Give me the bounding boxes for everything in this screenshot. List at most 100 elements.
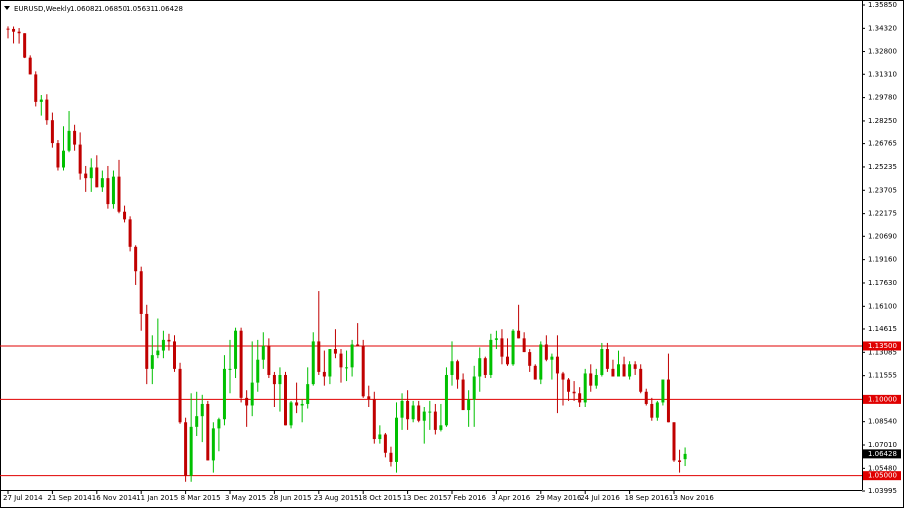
- candle-body: [578, 393, 582, 403]
- candle-body: [239, 330, 243, 398]
- candle-body: [339, 353, 343, 368]
- candle-body: [522, 338, 526, 353]
- candle-body: [184, 422, 188, 476]
- y-tick-label: 1.25235: [868, 163, 897, 171]
- y-tick-label: 1.19160: [868, 256, 897, 264]
- candle-body: [261, 345, 265, 360]
- candle-body: [478, 358, 482, 377]
- candle-body: [605, 349, 609, 369]
- candle-body: [472, 376, 476, 400]
- last-price-tag-label: 1.06428: [868, 450, 897, 458]
- quote-open: 1.06082: [70, 5, 99, 13]
- x-tick-label: 23 Aug 2015: [314, 494, 359, 502]
- y-tick-label: 1.34320: [868, 24, 897, 32]
- candle-body: [639, 368, 643, 392]
- candle-body: [528, 352, 532, 366]
- y-tick-label: 1.03995: [868, 487, 897, 495]
- candle-body: [617, 364, 620, 377]
- candle-body: [517, 330, 521, 339]
- x-tick-label: 11 Jan 2015: [136, 494, 178, 502]
- candle-body: [34, 74, 38, 102]
- candle-body: [655, 402, 659, 418]
- candle-body: [356, 344, 360, 346]
- x-tick-label: 28 Jun 2015: [269, 494, 311, 502]
- candle-body: [539, 344, 543, 380]
- level-tag-label: 1.05000: [868, 472, 897, 480]
- candle-body: [62, 150, 65, 168]
- candle-body: [78, 144, 82, 174]
- candle-body: [467, 399, 471, 411]
- candle-body: [328, 349, 332, 377]
- candle-body: [422, 411, 426, 421]
- y-tick-label: 1.22175: [868, 210, 897, 218]
- candle-body: [23, 33, 27, 58]
- candle-body: [383, 434, 387, 453]
- candle-body: [300, 403, 304, 406]
- candle-body: [644, 391, 648, 404]
- quote-high: 1.06850: [98, 5, 127, 13]
- candle-body: [256, 359, 260, 383]
- candle-body: [45, 99, 49, 121]
- symbol-title: EURUSD,Weekly: [14, 5, 71, 13]
- candle-body: [417, 405, 421, 421]
- candle-body: [400, 400, 404, 418]
- candle-body: [145, 313, 149, 369]
- candle-body: [633, 364, 637, 369]
- candle-body: [84, 173, 88, 179]
- candle-body: [589, 373, 593, 386]
- y-tick-label: 1.28250: [868, 117, 897, 125]
- y-tick-label: 1.20690: [868, 232, 897, 240]
- x-tick-label: 21 Sep 2014: [47, 494, 92, 502]
- candle-body: [683, 453, 687, 460]
- candle-body: [567, 379, 571, 392]
- x-tick-label: 7 Feb 2016: [447, 494, 487, 502]
- candle-body: [89, 167, 93, 179]
- x-tick-label: 24 Jul 2016: [580, 494, 620, 502]
- y-tick-label: 1.07010: [868, 441, 897, 449]
- candle-body: [56, 143, 60, 168]
- x-tick-label: 3 May 2015: [225, 494, 266, 502]
- candle-body: [594, 374, 598, 386]
- y-tick-label: 1.35850: [868, 1, 897, 9]
- y-tick-label: 1.17630: [868, 279, 897, 287]
- candle-body: [189, 426, 193, 476]
- candle-body: [372, 399, 376, 440]
- candle-body: [350, 344, 354, 368]
- candle-body: [533, 365, 537, 380]
- candle-body: [456, 361, 460, 380]
- candle-body: [128, 219, 132, 247]
- candle-body: [150, 355, 154, 369]
- candle-body: [411, 405, 415, 420]
- candle-body: [73, 130, 77, 145]
- candle-body: [272, 374, 276, 385]
- candle-body: [544, 344, 548, 360]
- last-price-tag-box: [863, 449, 901, 459]
- candle-body: [345, 367, 349, 369]
- candle-body: [678, 460, 682, 462]
- candle-body: [311, 341, 315, 385]
- candle-body: [439, 425, 443, 430]
- y-tick-label: 1.31310: [868, 70, 897, 78]
- candle-body: [284, 374, 287, 426]
- y-tick-label: 1.08540: [868, 418, 897, 426]
- candle-body: [611, 368, 615, 377]
- candle-body: [211, 428, 215, 461]
- candle-body: [500, 338, 504, 357]
- candle-body: [461, 379, 465, 411]
- candle-body: [650, 403, 654, 418]
- candle-body: [395, 417, 398, 462]
- candle-body: [306, 384, 310, 404]
- candle-body: [156, 350, 160, 356]
- candle-body: [550, 356, 554, 360]
- candle-body: [661, 379, 665, 403]
- y-tick-label: 1.16100: [868, 302, 897, 310]
- candle-body: [100, 178, 104, 188]
- candle-body: [228, 368, 232, 370]
- candle-body: [450, 361, 454, 375]
- candle-body: [167, 339, 171, 342]
- candle-body: [195, 416, 199, 427]
- candle-body: [245, 397, 249, 406]
- candle-body: [206, 403, 210, 461]
- candle-body: [583, 373, 587, 403]
- candle-body: [506, 356, 509, 365]
